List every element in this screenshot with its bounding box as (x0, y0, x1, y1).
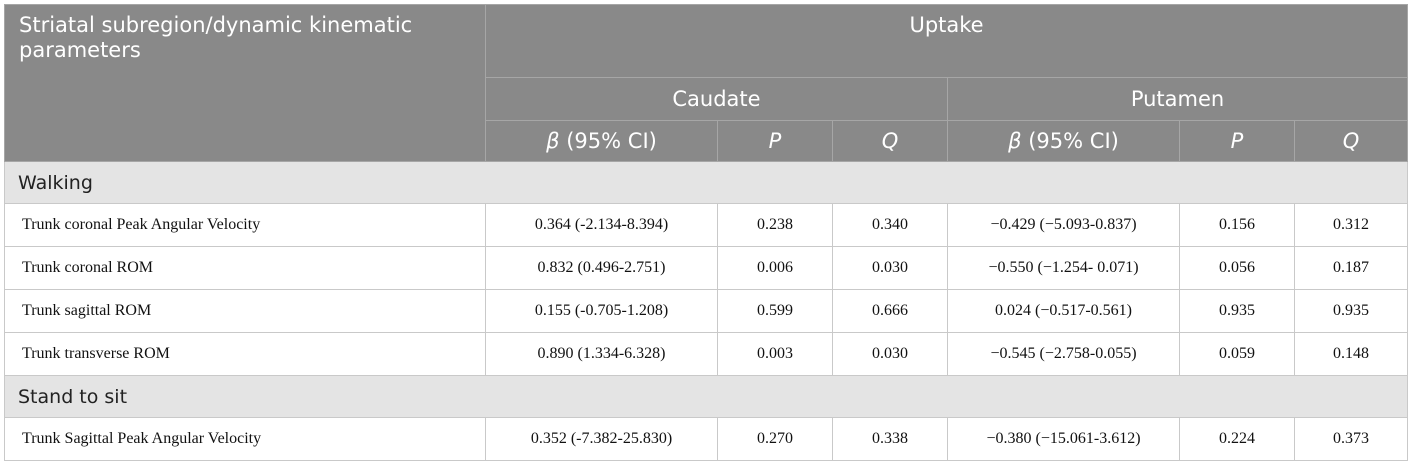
putamen-q-cell: 0.187 (1293, 246, 1409, 290)
putamen-q-header: Q (1293, 120, 1409, 162)
putamen-beta-cell: −0.429 (−5.093-0.837) (947, 203, 1180, 247)
row-label: Trunk transverse ROM (4, 332, 486, 376)
table-row: Trunk coronal ROM 0.832 (0.496-2.751) 0.… (4, 246, 1409, 290)
caudate-p-cell: 0.006 (717, 246, 833, 290)
section-row: Stand to sit (3, 375, 1409, 418)
caudate-beta-cell: 0.890 (1.334-6.328) (485, 332, 718, 376)
caudate-p-cell: 0.270 (717, 417, 833, 461)
caudate-q-cell: 0.338 (832, 417, 948, 461)
caudate-q-cell: 0.030 (832, 246, 948, 290)
putamen-q-cell: 0.312 (1293, 203, 1409, 247)
table-row: Trunk coronal Peak Angular Velocity 0.36… (4, 203, 1409, 247)
caudate-beta-cell: 0.155 (-0.705-1.208) (485, 289, 718, 333)
table-row: Trunk Sagittal Peak Angular Velocity 0.3… (4, 417, 1409, 461)
row-label: Trunk sagittal ROM (4, 289, 486, 333)
row-label: Trunk coronal ROM (4, 246, 486, 290)
beta-symbol: β (1008, 129, 1022, 153)
caudate-p-cell: 0.003 (717, 332, 833, 376)
putamen-header: Putamen (946, 77, 1409, 121)
caudate-q-cell: 0.666 (832, 289, 948, 333)
putamen-beta-cell: −0.545 (−2.758-0.055) (947, 332, 1180, 376)
putamen-beta-cell: 0.024 (−0.517-0.561) (947, 289, 1180, 333)
results-table: Striatal subregion/dynamic kinematic par… (3, 4, 1409, 461)
beta-symbol: β (546, 129, 560, 153)
table-row: Trunk transverse ROM 0.890 (1.334-6.328)… (4, 332, 1409, 376)
caudate-q-cell: 0.030 (832, 332, 948, 376)
ci-label: (95% CI) (559, 129, 657, 153)
putamen-q-cell: 0.148 (1293, 332, 1409, 376)
putamen-q-cell: 0.935 (1293, 289, 1409, 333)
stub-header: Striatal subregion/dynamic kinematic par… (4, 4, 486, 162)
section-title-stand-to-sit: Stand to sit (3, 375, 1409, 418)
caudate-beta-cell: 0.364 (-2.134-8.394) (485, 203, 718, 247)
putamen-beta-cell: −0.550 (−1.254- 0.071) (947, 246, 1180, 290)
caudate-q-header: Q (832, 120, 948, 162)
caudate-beta-cell: 0.352 (-7.382-25.830) (485, 417, 718, 461)
caudate-p-header: P (717, 120, 833, 162)
putamen-q-cell: 0.373 (1293, 417, 1409, 461)
caudate-q-cell: 0.340 (832, 203, 948, 247)
putamen-p-cell: 0.935 (1179, 289, 1295, 333)
row-label: Trunk coronal Peak Angular Velocity (4, 203, 486, 247)
row-label: Trunk Sagittal Peak Angular Velocity (4, 417, 486, 461)
table-row: Trunk sagittal ROM 0.155 (-0.705-1.208) … (4, 289, 1409, 333)
section-row: Walking (3, 161, 1409, 204)
caudate-beta-cell: 0.832 (0.496-2.751) (485, 246, 718, 290)
putamen-p-cell: 0.224 (1179, 417, 1295, 461)
putamen-beta-header: β (95% CI) (947, 120, 1180, 162)
caudate-header: Caudate (485, 77, 948, 121)
uptake-header: Uptake (484, 4, 1409, 78)
putamen-beta-cell: −0.380 (−15.061-3.612) (947, 417, 1180, 461)
section-title-walking: Walking (3, 161, 1409, 204)
putamen-p-cell: 0.156 (1179, 203, 1295, 247)
putamen-p-cell: 0.059 (1179, 332, 1295, 376)
putamen-p-header: P (1179, 120, 1295, 162)
caudate-p-cell: 0.238 (717, 203, 833, 247)
caudate-beta-header: β (95% CI) (485, 120, 718, 162)
caudate-p-cell: 0.599 (717, 289, 833, 333)
ci-label: (95% CI) (1021, 129, 1119, 153)
putamen-p-cell: 0.056 (1179, 246, 1295, 290)
